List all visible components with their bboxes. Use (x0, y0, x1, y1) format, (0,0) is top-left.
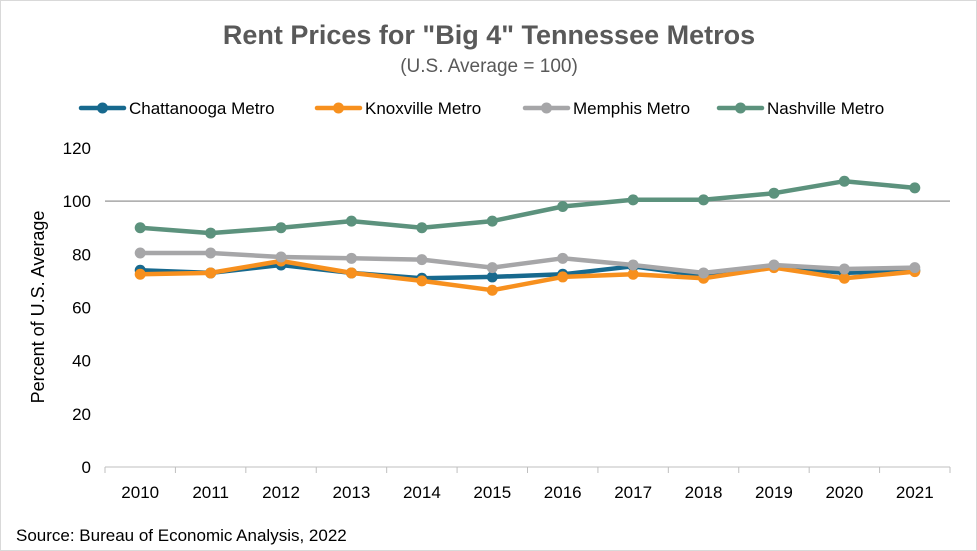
data-point (909, 182, 921, 194)
series-line (137, 250, 918, 276)
legend-label: Nashville Metro (767, 99, 884, 118)
y-tick-label: 60 (72, 299, 91, 318)
series-memphis-metro (134, 247, 921, 279)
data-point (838, 175, 850, 187)
data-point (698, 267, 710, 279)
data-point (345, 252, 357, 264)
legend-item: Nashville Metro (716, 99, 884, 118)
x-tick-label: 2015 (473, 483, 511, 502)
y-tick-label: 0 (82, 458, 91, 477)
x-tick-label: 2017 (614, 483, 652, 502)
chart-subtitle: (U.S. Average = 100) (400, 56, 578, 77)
x-axis: 2010 2011 2012 2013 2014 2015 2016 2017 2018 2019… (104, 466, 951, 502)
data-point (698, 194, 710, 206)
data-point (134, 222, 146, 234)
legend-swatch-marker (735, 102, 746, 114)
data-point (627, 268, 639, 280)
data-point (838, 272, 850, 284)
data-point (275, 251, 287, 263)
data-point (486, 262, 498, 274)
x-tick-label: 2012 (262, 483, 300, 502)
data-point (205, 247, 217, 259)
data-point (557, 252, 569, 264)
series-line (137, 258, 918, 293)
data-point (486, 284, 498, 296)
y-tick-label: 100 (63, 192, 91, 211)
data-point (909, 262, 921, 274)
data-point (486, 215, 498, 227)
x-tick-label: 2014 (403, 483, 441, 502)
y-axis-title: Percent of U.S. Average (28, 211, 48, 404)
x-tick-label: 2019 (755, 483, 793, 502)
y-tick-label: 120 (63, 139, 91, 158)
legend-label: Memphis Metro (573, 99, 690, 118)
data-point (557, 271, 569, 283)
x-tick-label: 2016 (544, 483, 582, 502)
data-point (486, 271, 498, 283)
data-point (768, 259, 780, 271)
x-tick-label: 2013 (333, 483, 371, 502)
chart-title: Rent Prices for "Big 4" Tennessee Metros (223, 20, 755, 50)
y-tick-label: 80 (72, 245, 91, 264)
y-axis: 0 20 40 60 80 100 120 (63, 139, 91, 477)
y-tick-label: 40 (72, 352, 91, 371)
data-point (134, 247, 146, 259)
source-note: Source: Bureau of Economic Analysis, 202… (16, 526, 347, 545)
legend-swatch-marker (541, 102, 552, 114)
data-point (557, 200, 569, 212)
data-point (416, 222, 428, 234)
legend-label: Chattanooga Metro (129, 99, 275, 118)
data-point (627, 194, 639, 206)
x-tick-label: 2020 (825, 483, 863, 502)
x-tick-label: 2010 (121, 483, 159, 502)
series-nashville-metro (134, 175, 921, 239)
legend-item: Knoxville Metro (314, 99, 481, 118)
data-point (134, 268, 146, 280)
data-point (345, 215, 357, 227)
legend-item: Memphis Metro (522, 99, 690, 118)
series-line (137, 178, 918, 236)
legend-swatch-marker (97, 102, 108, 114)
x-tick-label: 2021 (896, 483, 934, 502)
plot-area (105, 175, 950, 296)
legend-item: Chattanooga Metro (78, 99, 275, 118)
data-point (627, 259, 639, 271)
data-point (416, 275, 428, 287)
data-point (275, 222, 287, 234)
legend-swatch-marker (333, 102, 344, 114)
data-point (838, 263, 850, 275)
data-point (205, 227, 217, 239)
data-point (768, 187, 780, 199)
legend: Chattanooga Metro Knoxville Metro Memphis … (78, 99, 884, 118)
legend-label: Knoxville Metro (365, 99, 481, 118)
x-tick-label: 2018 (685, 483, 723, 502)
data-point (205, 267, 217, 279)
y-tick-label: 20 (72, 405, 91, 424)
x-tick-label: 2011 (192, 483, 229, 502)
data-point (345, 267, 357, 279)
data-point (416, 254, 428, 266)
